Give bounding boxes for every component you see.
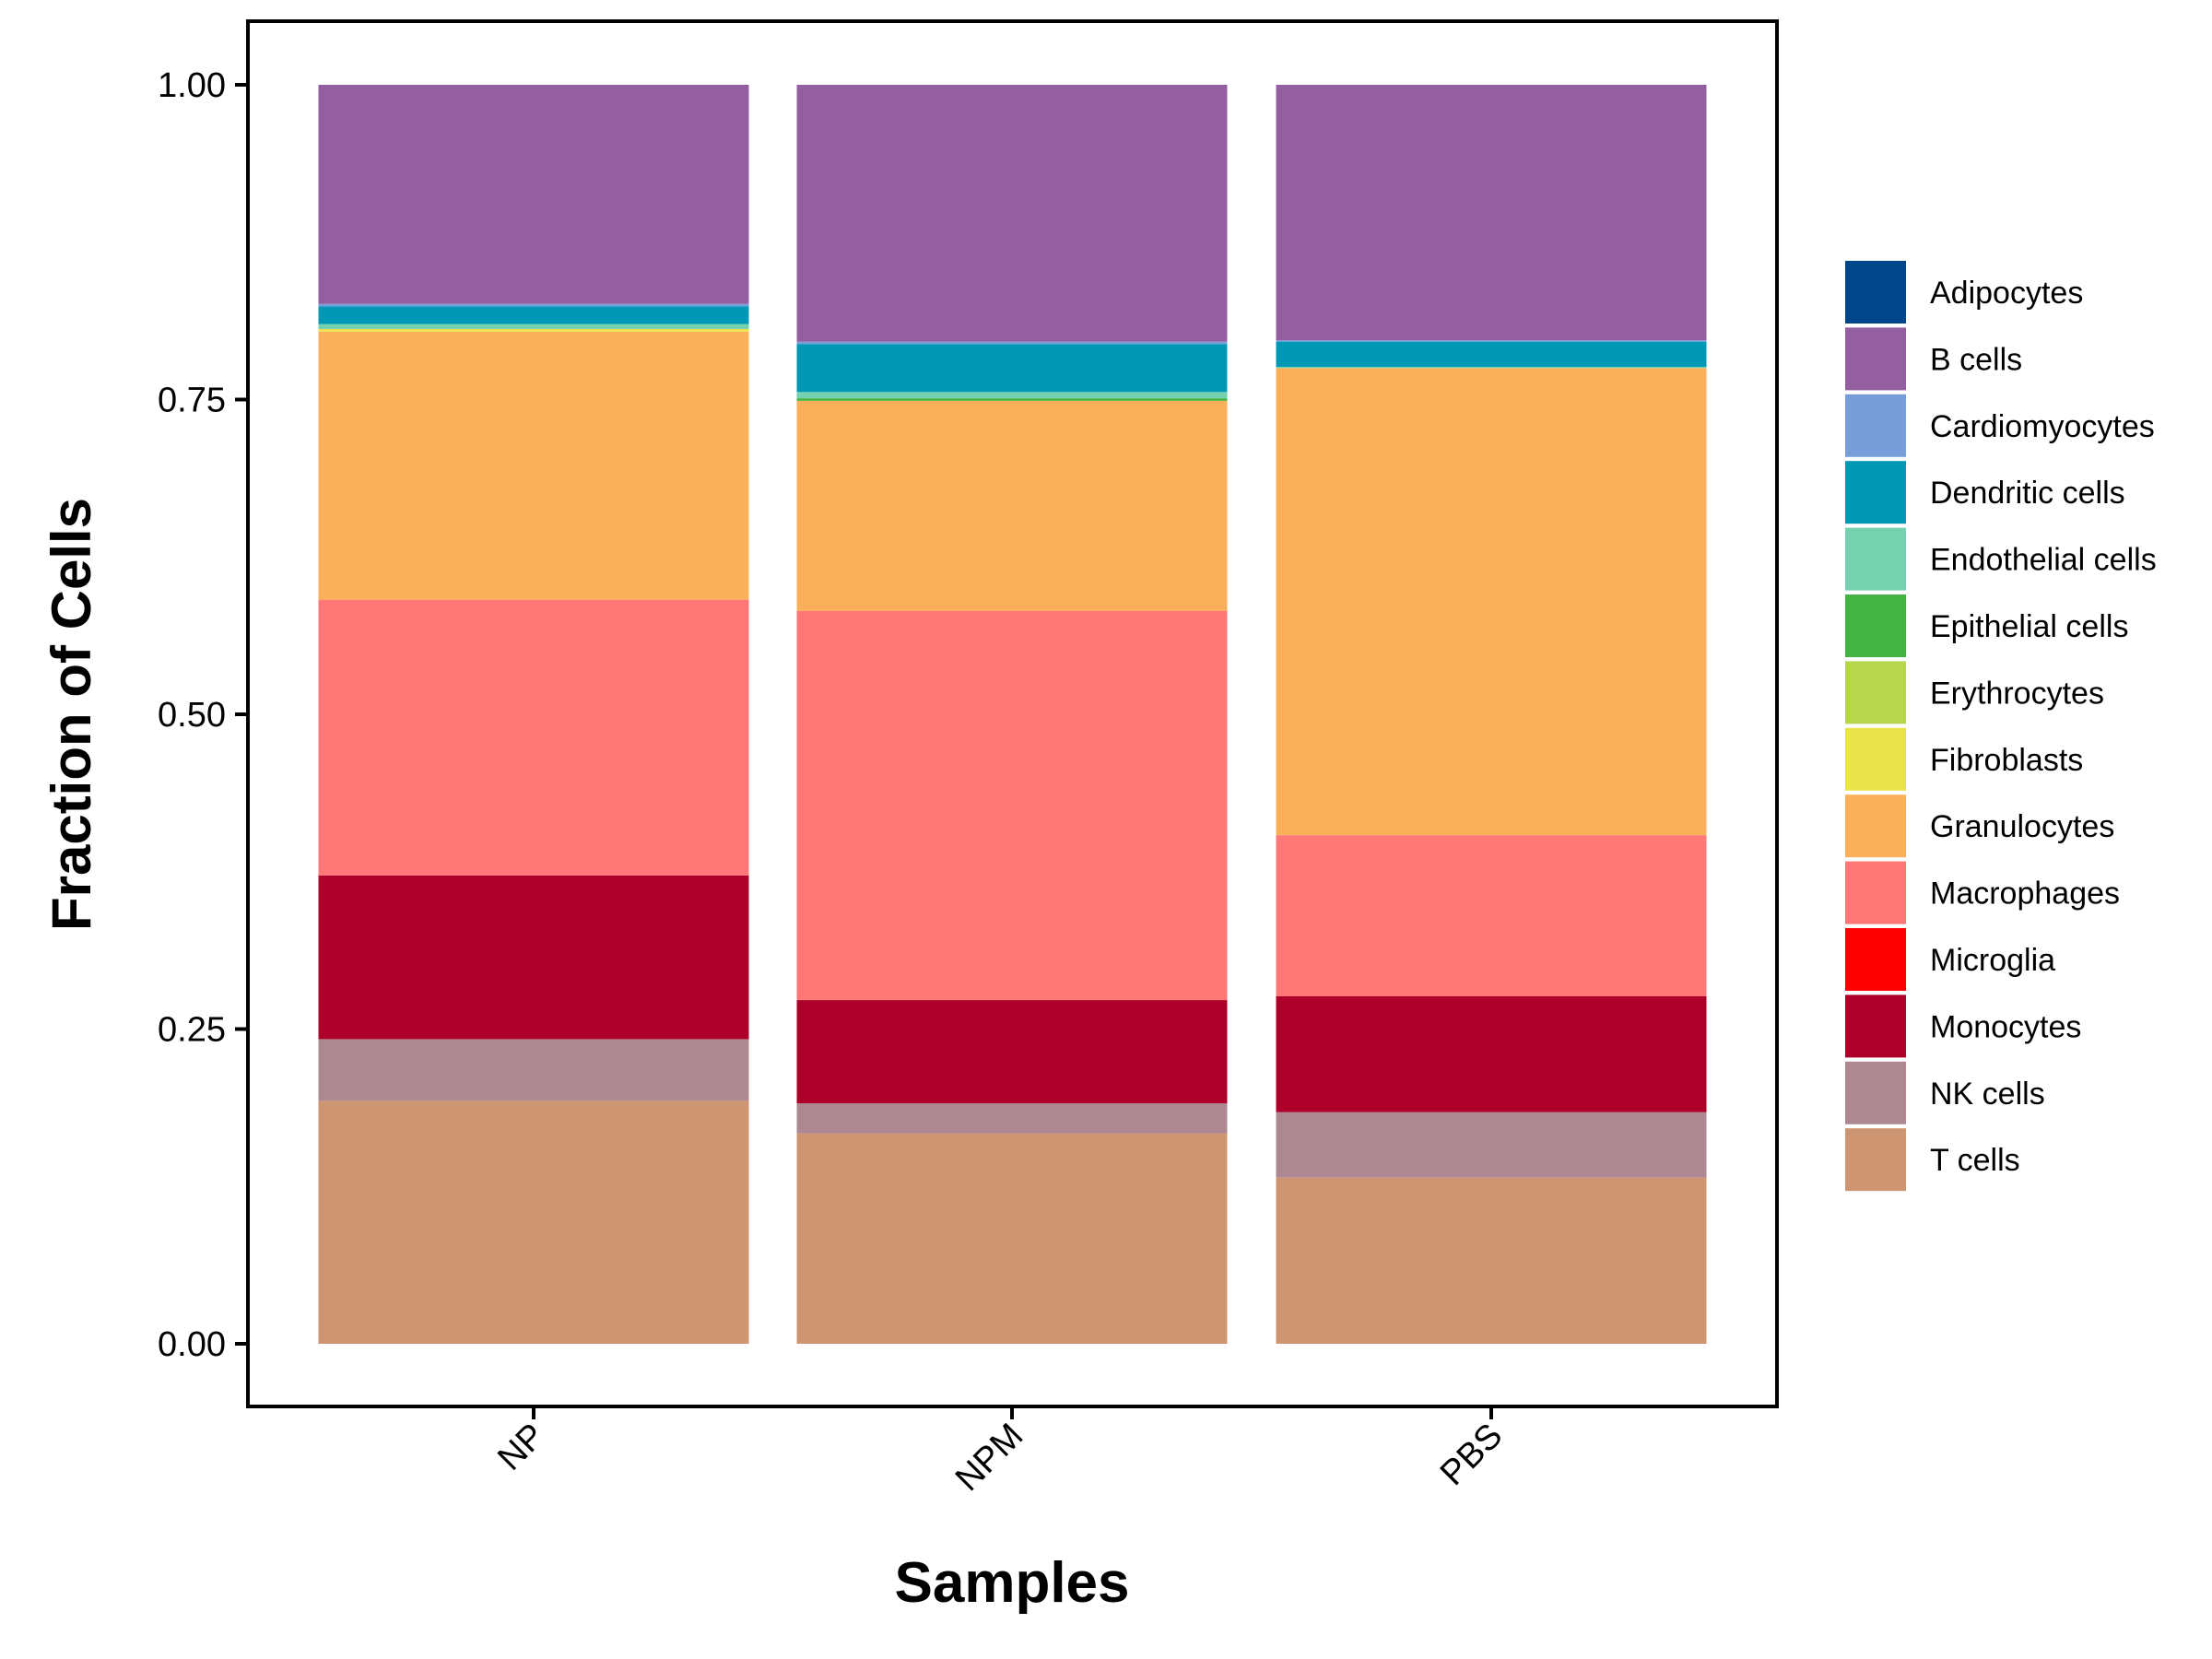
legend-key-epithelial-cells (1845, 594, 1906, 657)
bar-segment-np-macrophages (318, 599, 749, 876)
bar-segment-npm-dendritic-cells (796, 344, 1228, 393)
legend-label: Endothelial cells (1930, 543, 2157, 578)
legend-key-endothelial-cells (1845, 527, 1906, 591)
bar-segment-npm-b-cells (796, 85, 1228, 342)
x-axis: NP NPM PBS (490, 1406, 1510, 1499)
bar-segment-pbs-dendritic-cells (1276, 341, 1707, 367)
legend-label: Microglia (1930, 943, 2055, 978)
y-tick-label: 0.25 (158, 1011, 226, 1050)
legend: Adipocytes B cells Cardiomyocytes Dendritic… (1845, 261, 2157, 1192)
x-tick-label: NPM (948, 1417, 1030, 1499)
legend-label: Monocytes (1930, 1009, 2081, 1044)
y-tick-label: 1.00 (158, 66, 226, 105)
x-tick-label: PBS (1433, 1417, 1510, 1493)
legend-key-adipocytes (1845, 261, 1906, 324)
bar-segment-pbs-macrophages (1276, 835, 1707, 996)
y-tick-label: 0.75 (158, 382, 226, 420)
legend-label: Granulocytes (1930, 809, 2114, 844)
bar-segment-np-endothelial-cells (318, 324, 749, 330)
y-tick-label: 0.00 (158, 1325, 226, 1364)
legend-key-cardiomyocytes (1845, 394, 1906, 457)
legend-label: Cardiomyocytes (1930, 409, 2155, 444)
bar-segment-np-b-cells (318, 85, 749, 304)
legend-key-macrophages (1845, 861, 1906, 924)
bar-segment-pbs-granulocytes (1276, 368, 1707, 836)
legend-key-erythrocytes (1845, 661, 1906, 724)
bar-segment-npm-macrophages (796, 610, 1228, 1001)
bar-segment-pbs-t-cells (1276, 1177, 1707, 1344)
bar-segment-pbs-cardiomyocytes (1276, 340, 1707, 342)
bar-segment-npm-endothelial-cells (796, 392, 1228, 399)
x-tick-label: NP (490, 1417, 552, 1478)
x-axis-title: Samples (894, 1551, 1129, 1615)
bar-segment-pbs-nk-cells (1276, 1112, 1707, 1178)
legend-key-fibroblasts (1845, 727, 1906, 791)
y-axis: 0.00 0.25 0.50 0.75 1.00 (158, 66, 248, 1364)
legend-key-b-cells (1845, 327, 1906, 391)
y-axis-title: Fraction of Cells (41, 498, 102, 931)
bar-segment-npm-cardiomyocytes (796, 341, 1228, 345)
legend-label: Epithelial cells (1930, 609, 2128, 644)
bars-layer (318, 85, 1707, 1344)
bar-segment-pbs-monocytes (1276, 995, 1707, 1112)
bar-segment-npm-granulocytes (796, 400, 1228, 611)
bar-segment-npm-t-cells (796, 1133, 1228, 1344)
legend-key-nk-cells (1845, 1061, 1906, 1124)
legend-label: Dendritic cells (1930, 476, 2125, 511)
bar-segment-pbs-endothelial-cells (1276, 366, 1707, 369)
bar-segment-np-granulocytes (318, 331, 749, 600)
bar-segment-npm-epithelial-cells (796, 398, 1228, 401)
legend-key-t-cells (1845, 1128, 1906, 1192)
y-tick-label: 0.50 (158, 696, 226, 735)
bar-segment-np-cardiomyocytes (318, 303, 749, 307)
bar-segment-np-fibroblasts (318, 329, 749, 332)
bar-segment-np-monocytes (318, 875, 749, 1040)
bar-segment-np-t-cells (318, 1100, 749, 1344)
legend-label: Macrophages (1930, 877, 2120, 912)
bar-segment-npm-monocytes (796, 1000, 1228, 1104)
legend-key-monocytes (1845, 994, 1906, 1058)
bar-segment-pbs-b-cells (1276, 85, 1707, 341)
bar-segment-npm-nk-cells (796, 1103, 1228, 1134)
legend-label: NK cells (1930, 1077, 2045, 1112)
legend-label: T cells (1930, 1143, 2020, 1178)
legend-label: B cells (1930, 342, 2022, 377)
legend-label: Adipocytes (1930, 276, 2083, 311)
legend-key-granulocytes (1845, 794, 1906, 858)
bar-segment-np-dendritic-cells (318, 306, 749, 324)
bar-segment-np-nk-cells (318, 1039, 749, 1101)
legend-key-microglia (1845, 928, 1906, 991)
legend-key-dendritic-cells (1845, 461, 1906, 524)
legend-label: Erythrocytes (1930, 676, 2104, 711)
legend-label: Fibroblasts (1930, 743, 2083, 778)
